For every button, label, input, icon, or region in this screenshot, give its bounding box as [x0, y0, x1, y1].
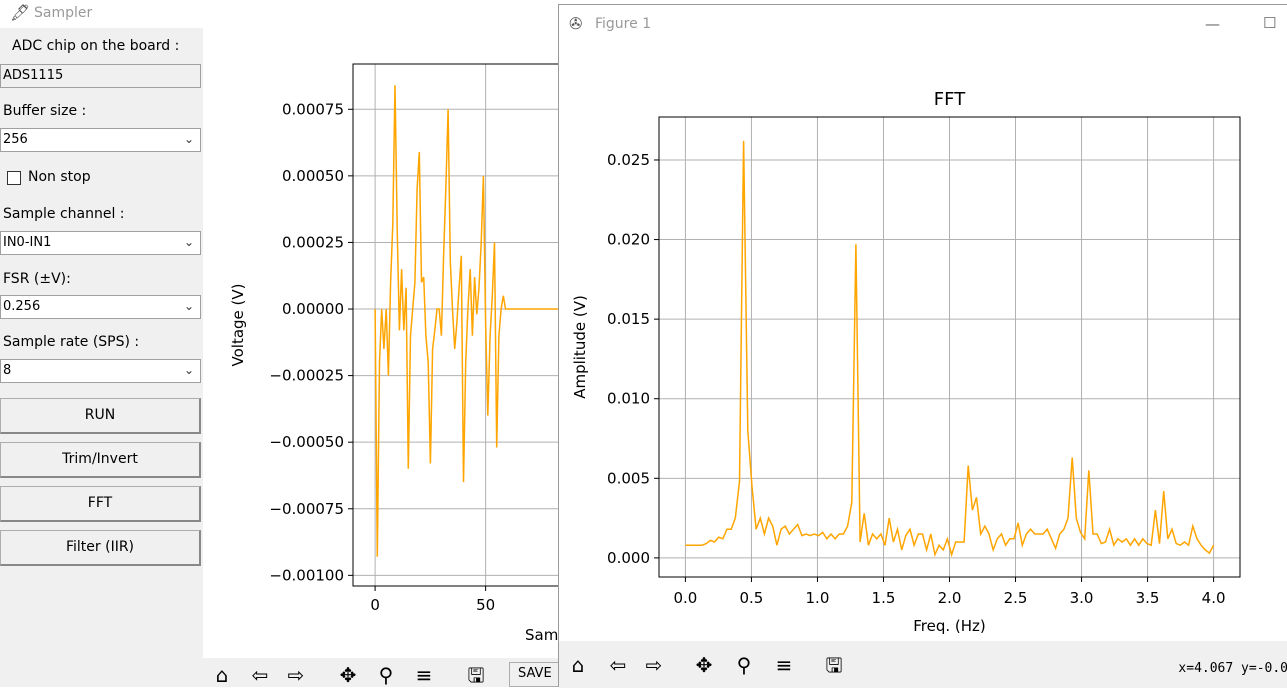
x-tick-label: 50 [476, 596, 495, 614]
x-tick-label: 0.5 [740, 589, 764, 607]
control-panel: ADC chip on the board : ADS1115 Buffer s… [0, 28, 203, 687]
save-icon[interactable]: 🖫 [825, 653, 843, 677]
cursor-status: x=4.067 y=-0.0 [1178, 661, 1287, 676]
fsr-label: FSR (±V): [3, 271, 71, 287]
rate-select[interactable]: 8 ⌄ [0, 359, 201, 383]
channel-label: Sample channel : [3, 206, 125, 222]
y-tick-label: 0.00000 [282, 300, 344, 318]
x-tick-label: 3.0 [1070, 589, 1094, 607]
fsr-select[interactable]: 0.256 ⌄ [0, 295, 201, 319]
figure-title: Figure 1 [595, 16, 652, 32]
rate-value: 8 [3, 363, 12, 378]
buffer-value: 256 [3, 132, 28, 147]
sampler-toolbar: ⌂ ⇦ ⇨ ✥ ⚲ ≡ 🖫 SAVE [203, 658, 563, 687]
back-icon[interactable]: ⇦ [609, 653, 627, 677]
figure-window: ✇ Figure 1 — ☐ 0.000 0.005 0.010 0.015 0.020… [558, 4, 1287, 688]
y-tick-label: 0.020 [607, 231, 650, 249]
matplotlib-icon: ✇ [569, 14, 583, 33]
home-icon[interactable]: ⌂ [215, 663, 229, 687]
x-tick-label: 2.5 [1004, 589, 1028, 607]
x-tick-label: 1.5 [872, 589, 896, 607]
y-tick-label: 0.00050 [282, 167, 344, 185]
fft-series-line [685, 140, 1215, 558]
y-tick-label: 0.010 [607, 390, 650, 408]
x-tick-label: 3.5 [1136, 589, 1160, 607]
adc-field[interactable]: ADS1115 [0, 64, 201, 88]
maximize-icon[interactable]: ☐ [1263, 14, 1277, 32]
x-tick-label: 2.0 [938, 589, 962, 607]
x-axis-label: Freq. (Hz) [913, 617, 986, 635]
rate-label: Sample rate (SPS) : [3, 334, 140, 350]
chevron-down-icon: ⌄ [183, 132, 194, 146]
y-tick-label: −0.00050 [269, 433, 344, 451]
minimize-icon[interactable]: — [1205, 15, 1220, 33]
channel-select[interactable]: IN0-IN1 ⌄ [0, 231, 201, 255]
zoom-icon[interactable]: ⚲ [378, 663, 394, 687]
configure-subplots-icon[interactable]: ≡ [415, 663, 433, 687]
forward-icon[interactable]: ⇨ [645, 653, 663, 677]
configure-subplots-icon[interactable]: ≡ [775, 653, 793, 677]
save-button[interactable]: SAVE [509, 662, 563, 687]
chevron-down-icon: ⌄ [183, 299, 194, 313]
x-tick-label: 0 [370, 596, 380, 614]
x-axis-label: Sam [525, 626, 558, 644]
x-tick-label: 4.0 [1202, 589, 1226, 607]
y-tick-label: −0.00025 [269, 367, 344, 385]
pan-icon[interactable]: ✥ [695, 653, 713, 677]
trim-invert-button[interactable]: Trim/Invert [0, 442, 201, 478]
back-icon[interactable]: ⇦ [251, 663, 269, 687]
figure-titlebar[interactable]: ✇ Figure 1 — ☐ [559, 5, 1287, 45]
y-axis-label: Voltage (V) [229, 284, 247, 367]
adc-label: ADC chip on the board : [12, 38, 180, 54]
fsr-value: 0.256 [3, 299, 41, 314]
x-tick-label: 0.0 [673, 589, 697, 607]
nonstop-checkbox[interactable] [7, 171, 21, 185]
voltage-series-line [374, 85, 563, 557]
pan-icon[interactable]: ✥ [339, 663, 357, 687]
y-axis-label: Amplitude (V) [571, 295, 589, 399]
channel-value: IN0-IN1 [3, 235, 52, 250]
zoom-icon[interactable]: ⚲ [736, 653, 752, 677]
y-tick-label: 0.025 [607, 151, 650, 169]
chevron-down-icon: ⌄ [183, 363, 194, 377]
y-tick-label: 0.00025 [282, 233, 344, 251]
x-tick-label: 1.0 [806, 589, 830, 607]
fft-button[interactable]: FFT [0, 486, 201, 522]
plot-frame [658, 116, 1241, 578]
buffer-select[interactable]: 256 ⌄ [0, 128, 201, 152]
y-tick-label: −0.00075 [269, 500, 344, 518]
voltage-plot-area: 0.00075 0.00050 0.00025 0.00000 −0.00025 −0.0… [203, 28, 566, 658]
y-tick-label: −0.00100 [269, 566, 344, 584]
voltage-chart: 0.00075 0.00050 0.00025 0.00000 −0.00025 −0.0… [229, 63, 566, 644]
home-icon[interactable]: ⌂ [571, 653, 585, 677]
buffer-label: Buffer size : [3, 103, 87, 119]
plot-frame [352, 63, 566, 587]
filter-iir-button[interactable]: Filter (IIR) [0, 530, 201, 566]
y-tick-label: 0.015 [607, 310, 650, 328]
y-tick-label: 0.005 [607, 469, 650, 487]
figure-toolbar: ⌂ ⇦ ⇨ ✥ ⚲ ≡ 🖫 x=4.067 y=-0.0 [559, 641, 1287, 688]
y-tick-label: 0.00075 [282, 100, 344, 118]
sampler-title: Sampler [34, 5, 93, 21]
chart-title: FFT [934, 89, 966, 110]
run-button[interactable]: RUN [0, 398, 201, 434]
nonstop-label: Non stop [28, 169, 91, 185]
fft-chart: 0.000 0.005 0.010 0.015 0.020 0.025 0.0 0.5 1.0 1… [571, 89, 1241, 635]
feather-icon: 🖋 [10, 3, 31, 22]
forward-icon[interactable]: ⇨ [287, 663, 305, 687]
chevron-down-icon: ⌄ [183, 235, 194, 249]
y-tick-label: 0.000 [607, 549, 650, 567]
save-icon[interactable]: 🖫 [467, 663, 485, 687]
